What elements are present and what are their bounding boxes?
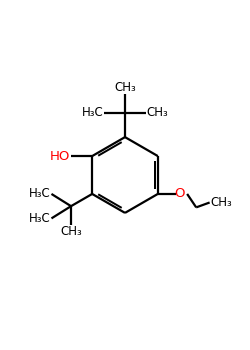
Text: HO: HO — [50, 149, 70, 162]
Text: H₃C: H₃C — [82, 106, 104, 119]
Text: O: O — [174, 188, 184, 201]
Text: CH₃: CH₃ — [210, 196, 232, 209]
Text: CH₃: CH₃ — [146, 106, 168, 119]
Text: H₃C: H₃C — [29, 212, 51, 225]
Text: H₃C: H₃C — [29, 188, 51, 201]
Text: CH₃: CH₃ — [114, 80, 136, 93]
Text: CH₃: CH₃ — [60, 225, 82, 238]
